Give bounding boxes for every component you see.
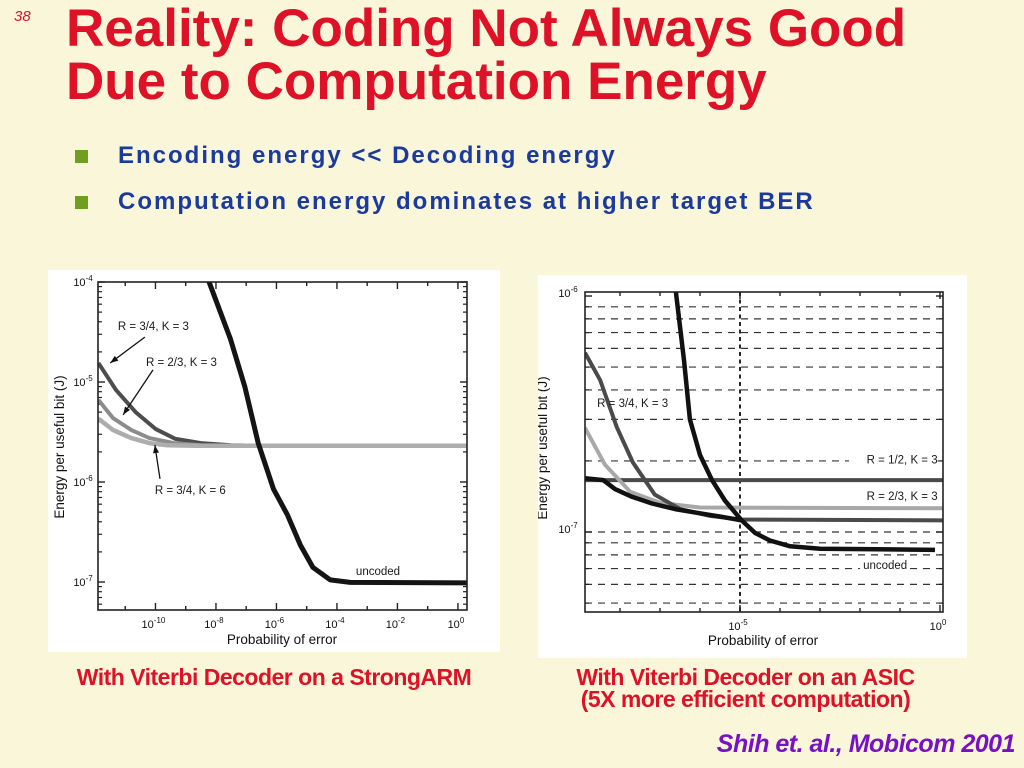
tick-label: 10-2 [386,616,406,631]
y-axis-label: Energy per useful bit (J) [538,376,550,519]
x-axis-label: Probability of error [227,632,338,647]
x-axis-label: Probability of error [708,633,819,648]
y-axis-label: Energy per useful bit (J) [52,375,67,518]
annotation-uncoded: uncoded [356,566,400,578]
tick-label: 10-10 [142,616,166,631]
annotation-r-2-3-k-3: R = 2/3, K = 3 [146,357,217,369]
tick-label: 10-5 [73,374,93,389]
annotation-arrowhead [110,355,119,364]
annotation-uncoded: uncoded [863,560,907,572]
slide-title: Reality: Coding Not Always Good Due to C… [66,2,906,108]
tick-label: 10-7 [558,521,578,536]
series-r-2-3-k-3 [585,427,943,511]
tick-label: 10-7 [73,574,93,589]
caption-left: With Viterbi Decoder on a StrongARM [76,664,472,690]
bullet-marker [75,196,88,209]
bullet-item: Encoding energy << Decoding energy [75,142,617,170]
annotation-bg [859,557,908,573]
series-min-envelope [585,475,743,523]
tick-label: 10-6 [73,474,93,489]
tick-label: 10-4 [325,616,345,631]
chart-strongarm: 10-10 10-8 10-6 10-4 10-2 100 10-4 10-5 10-6 10-7… [52,274,468,647]
tick-label: 10-6 [558,285,578,300]
annotation-r-1-2-k-3: R = 1/2, K = 3 [867,454,938,466]
annotation-arrow [122,369,154,416]
tick-label: 10-8 [204,616,224,631]
chart-panel-strongarm: 10-10 10-8 10-6 10-4 10-2 100 10-4 10-5 10-6 10-7… [48,270,500,652]
annotation-bg [849,452,938,468]
annotation-r-3-4-k-3: R = 3/4, K = 3 [118,321,189,333]
plot-border [97,281,468,611]
bullet-text: Encoding energy << Decoding energy [118,142,617,169]
slide-number: 38 [14,8,31,25]
tick-label: 100 [448,616,465,631]
bullet-marker [75,150,88,163]
annotation-bg [849,489,938,505]
annotation-r-2-3-k-3: R = 2/3, K = 3 [867,491,938,503]
tick-label: 10-6 [265,616,285,631]
tick-label: 100 [930,618,947,633]
bullet-text: Computation energy dominates at higher t… [118,188,815,215]
chart-panel-asic: 10-5 100 10-6 10-7 Probability of error Energ… [538,275,967,658]
plot-border [584,291,944,613]
annotation-r-3-4-k-6: R = 3/4, K = 6 [155,485,226,497]
attribution: Shih et. al., Mobicom 2001 [716,730,1016,758]
tick-label: 10-4 [73,274,93,289]
annotation-arrowhead [123,406,131,415]
annotation-arrowhead [153,445,160,454]
caption-right-line1: With Viterbi Decoder on an ASIC [576,664,915,690]
bullet-item: Computation energy dominates at higher t… [75,188,815,216]
tick-label: 10-5 [728,618,748,633]
caption-right-line2: (5X more efficient computation) [580,686,911,712]
series-uncoded [206,282,467,586]
caption-right: With Viterbi Decoder on an ASIC (5X more… [531,664,960,712]
chart-asic: 10-5 100 10-6 10-7 Probability of error Energ… [538,285,947,648]
series-uncoded [673,292,936,553]
annotation-r-3-4-k-3: R = 3/4, K = 3 [597,398,668,410]
title-line-1: Reality: Coding Not Always Good [66,0,907,58]
title-line-2: Due to Computation Energy [66,52,767,111]
series-r-3-4-k-6 [98,416,467,449]
